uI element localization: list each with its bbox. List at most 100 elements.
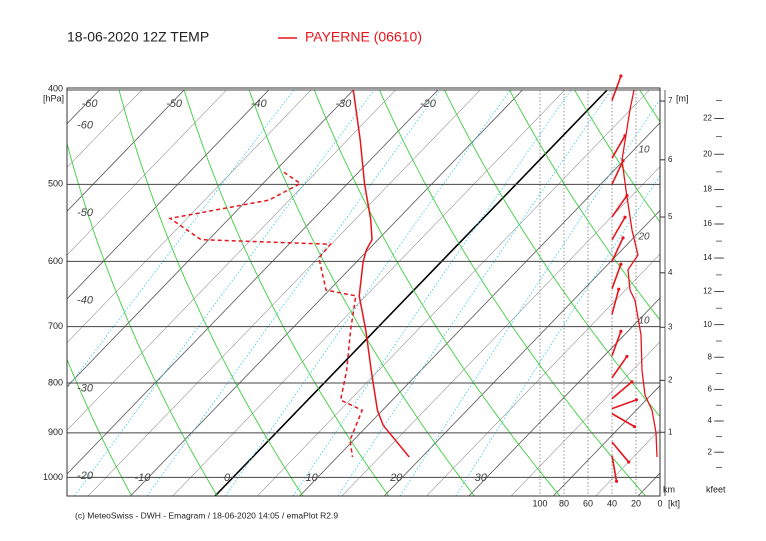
km-tick-label: 3	[668, 322, 673, 331]
kt-tick-label: 20	[631, 498, 641, 508]
kt-tick-label: 80	[559, 498, 569, 508]
speed-label: 10	[638, 316, 650, 327]
wind-arrow-head	[625, 193, 629, 198]
mixing-ratio-line	[146, 89, 441, 496]
y-tick-label: 400	[48, 83, 63, 93]
speed-label: 20	[637, 232, 650, 243]
kt-tick-label: 40	[607, 498, 617, 508]
wind-arrow	[611, 237, 624, 262]
legend-label: PAYERNE (06610)	[305, 29, 422, 45]
wind-arrow-head	[623, 215, 627, 219]
y-tick-label: 600	[48, 256, 63, 266]
y-axis-label: [hPa]	[43, 93, 64, 103]
isotherm-label: -30	[77, 382, 94, 394]
km-label: km	[663, 484, 675, 494]
dry-adiabat	[118, 89, 304, 496]
wind-arrow-head	[627, 460, 631, 464]
isotherm	[510, 341, 660, 496]
kfeet-tick-label: 4	[708, 416, 713, 425]
kfeet-tick-label: 22	[703, 114, 712, 123]
wind-arrow-head	[623, 134, 627, 138]
km-tick-label: 2	[668, 375, 673, 384]
wind-arrow-head	[630, 380, 634, 384]
km-tick-label: 5	[668, 212, 673, 221]
wind-arrow	[611, 331, 622, 357]
wind-arrow	[611, 381, 633, 400]
kt-tick-label: 60	[583, 498, 593, 508]
wind-arrow-head	[625, 354, 629, 359]
wind-arrow	[611, 441, 630, 463]
dewpoint-line	[168, 171, 364, 458]
x-tick-label: 10	[305, 472, 318, 484]
x-tick-label: -10	[134, 472, 151, 484]
wind-arrow-head	[617, 287, 621, 291]
kfeet-tick-label: 16	[703, 219, 712, 228]
wind-arrow-head	[614, 479, 619, 483]
chart-title: 18-06-2020 12Z TEMP	[67, 29, 209, 45]
isotherm	[87, 89, 481, 496]
wind-arrow	[611, 355, 628, 379]
speed-label: 10	[638, 145, 650, 156]
y-tick-label: 1000	[43, 472, 63, 482]
isotherm-label: -40	[77, 295, 94, 307]
footer: (c) MeteoSwiss - DWH - Emagram / 18-06-2…	[75, 510, 338, 520]
wind-arrow-head	[619, 74, 623, 78]
wind-arrow	[611, 412, 635, 428]
isotherm-label: -60	[77, 119, 94, 131]
x-tick-label: 30	[475, 472, 488, 484]
isotherm-label: -30	[335, 98, 352, 110]
wind-arrow	[611, 455, 618, 482]
isotherm-label: -20	[420, 98, 437, 110]
wind-arrow-head	[621, 159, 625, 163]
kfeet-tick-label: 12	[703, 287, 712, 296]
kfeet-tick-label: 2	[708, 447, 713, 456]
kt-tick-label: 0	[657, 498, 662, 508]
height-label: [m]	[676, 93, 689, 103]
isotherm	[67, 89, 185, 212]
kt-tick-label: 100	[532, 498, 547, 508]
isotherm-label: -50	[166, 98, 183, 110]
isotherm	[383, 209, 660, 496]
kfeet-tick-label: 18	[703, 184, 712, 193]
km-tick-label: 4	[668, 268, 673, 277]
mixing-ratio-line	[337, 89, 612, 496]
wind-arrow	[611, 216, 626, 241]
isotherm	[67, 89, 143, 168]
wind-arrow	[611, 289, 620, 315]
isotherm-label: -40	[251, 98, 268, 110]
y-tick-label: 700	[48, 321, 63, 331]
x-tick-label: 20	[389, 472, 403, 484]
dry-adiabat	[444, 89, 660, 418]
isotherm	[130, 89, 523, 496]
dry-adiabat	[574, 89, 660, 223]
kfeet-tick-label: 8	[708, 352, 713, 361]
kfeet-tick-label: 14	[703, 253, 712, 262]
dry-adiabat	[67, 358, 133, 496]
dry-adiabat	[183, 89, 390, 496]
wind-arrow	[611, 399, 637, 410]
isotherm	[299, 122, 660, 496]
isotherm	[214, 89, 608, 496]
x2-axis-label: [kt]	[668, 498, 680, 508]
isotherm	[67, 89, 312, 344]
isotherm	[67, 89, 396, 431]
isotherm	[341, 166, 660, 496]
y-tick-label: 800	[48, 377, 63, 387]
wind-arrow	[611, 195, 628, 218]
km-tick-label: 1	[668, 427, 673, 436]
isotherm-label: -60	[82, 98, 99, 110]
km-tick-label: 6	[668, 155, 673, 164]
dry-adiabat	[378, 89, 647, 496]
wind-arrow-head	[619, 329, 623, 333]
y-tick-label: 900	[48, 427, 63, 437]
isotherm-label: -20	[77, 470, 94, 482]
kfeet-label: kfeet	[706, 484, 726, 494]
isotherm	[553, 385, 660, 496]
background-lines	[67, 89, 660, 496]
y-tick-label: 500	[48, 179, 63, 189]
isotherm	[257, 89, 650, 496]
foreground: 100 80 60 40 20 0 400 500 600 700 800 900 1000 -10 0 10…	[43, 74, 724, 508]
kfeet-tick-label: 10	[703, 320, 712, 329]
isotherm	[67, 89, 227, 256]
